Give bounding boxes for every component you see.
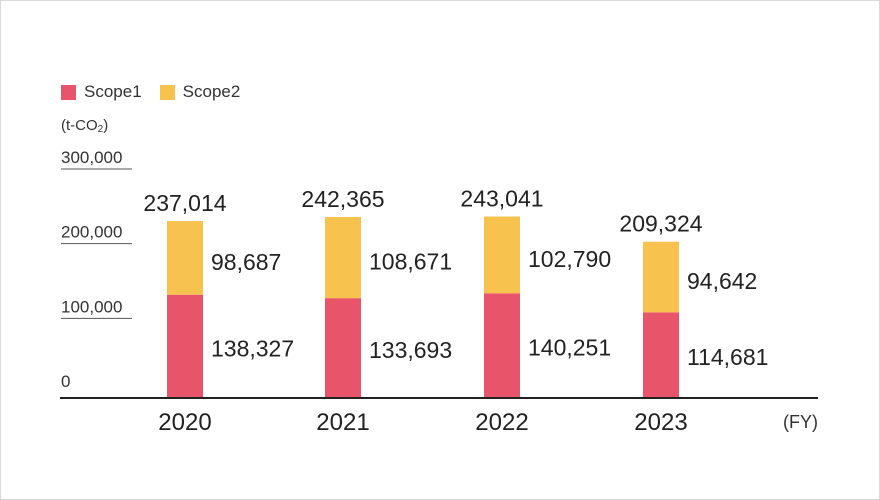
data-label-scope1-2023: 114,681 (687, 344, 768, 370)
y-tick-label: 200,000 (61, 223, 122, 242)
x-tick-label-2021: 2021 (316, 409, 369, 436)
data-label-scope2-2021: 108,671 (369, 249, 452, 275)
bar-scope1-2021 (325, 298, 361, 398)
data-label-scope1-2022: 140,251 (528, 335, 611, 361)
bar-scope1-2020 (167, 294, 203, 398)
total-label-2020: 237,014 (143, 190, 226, 216)
y-tick-label: 300,000 (61, 148, 122, 167)
bar-scope1-2023 (643, 312, 679, 398)
data-label-scope1-2021: 133,693 (369, 337, 452, 363)
total-label-2023: 209,324 (619, 211, 702, 237)
total-label-2021: 242,365 (301, 186, 384, 212)
bar-scope2-2021 (325, 217, 361, 299)
legend-swatch-scope1 (61, 84, 76, 100)
x-tick-label-2020: 2020 (158, 409, 211, 436)
data-label-scope2-2022: 102,790 (528, 246, 611, 272)
legend-label-scope1: Scope1 (84, 82, 142, 101)
bar-scope1-2022 (484, 293, 520, 398)
legend-swatch-scope2 (159, 84, 175, 100)
y-tick-label: 100,000 (61, 297, 122, 316)
legend-label-scope2: Scope2 (182, 82, 241, 101)
bar-scope2-2023 (643, 241, 679, 313)
x-tick-label-2023: 2023 (634, 409, 687, 436)
x-axis-unit: (FY) (783, 412, 818, 432)
data-label-scope2-2020: 98,687 (211, 249, 281, 275)
bar-scope2-2022 (484, 216, 520, 294)
y-tick-label: 0 (61, 372, 70, 391)
y-axis-unit: (t-CO2) (61, 117, 109, 135)
data-label-scope1-2020: 138,327 (211, 335, 294, 361)
data-label-scope2-2023: 94,642 (687, 268, 757, 294)
legend-item-scope2: Scope2 (159, 82, 241, 102)
legend-item-scope1: Scope1 (61, 82, 142, 102)
bar-scope2-2020 (167, 221, 203, 295)
x-tick-label-2022: 2022 (475, 409, 528, 436)
legend: Scope1 Scope2 (61, 82, 258, 102)
total-label-2022: 243,041 (460, 186, 543, 212)
